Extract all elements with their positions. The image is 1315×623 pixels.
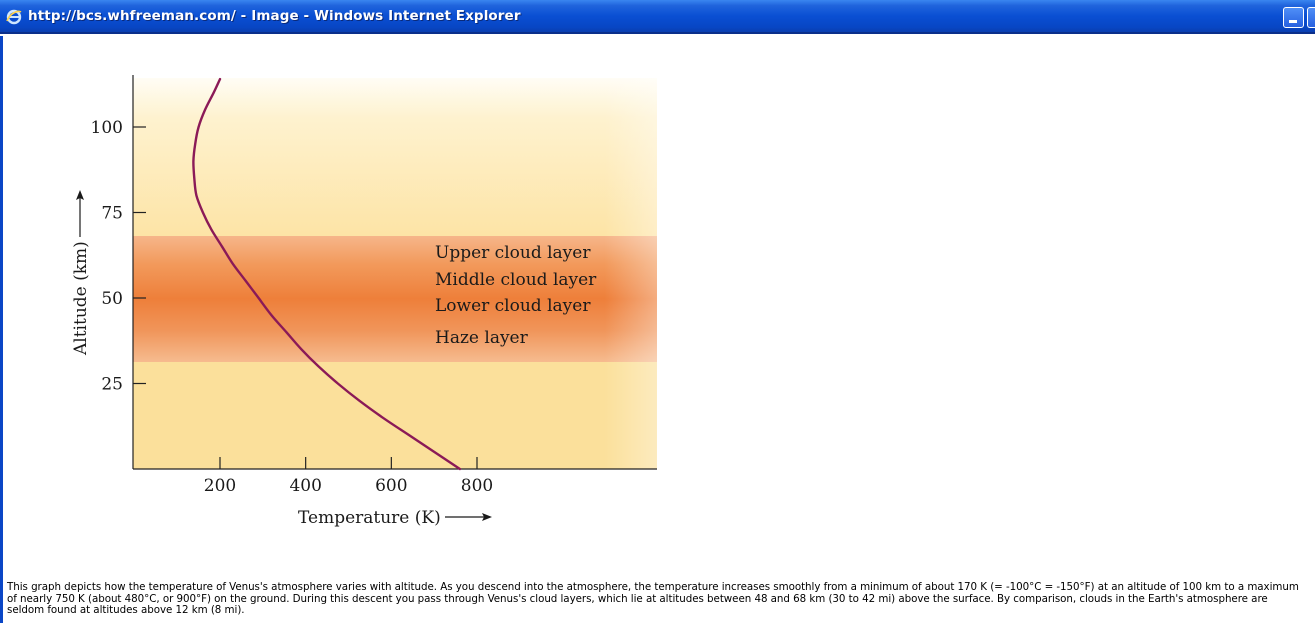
maximize-button[interactable] (1307, 7, 1315, 28)
image-caption: This graph depicts how the temperature o… (7, 581, 1299, 617)
x-tick-label: 800 (461, 476, 493, 496)
y-tick-label: 75 (101, 204, 123, 224)
layer-label-haze: Haze layer (435, 328, 529, 348)
x-ticks: 200 400 600 800 (204, 457, 493, 496)
x-axis-label: Temperature (K) (298, 508, 441, 528)
ie-icon (6, 9, 22, 25)
y-axis-label: Altitude (km) (71, 241, 91, 356)
y-axis-arrow (76, 190, 84, 237)
x-axis-arrow (445, 513, 492, 521)
x-tick-label: 200 (204, 476, 236, 496)
y-tick-label: 50 (101, 289, 123, 309)
layer-label-lower: Lower cloud layer (435, 296, 591, 316)
layer-label-upper: Upper cloud layer (435, 243, 591, 263)
y-axis-label-group: Altitude (km) (71, 190, 91, 356)
title-bar: http://bcs.whfreeman.com/ - Image - Wind… (0, 0, 1315, 34)
window-title: http://bcs.whfreeman.com/ - Image - Wind… (28, 8, 521, 24)
y-tick-label: 100 (91, 118, 123, 138)
x-tick-label: 400 (289, 476, 321, 496)
x-axis-label-group: Temperature (K) (298, 508, 492, 528)
y-ticks: 25 50 75 100 (91, 118, 146, 395)
temperature-curve (192, 77, 462, 471)
layer-labels: Upper cloud layer Middle cloud layer Low… (435, 243, 597, 348)
layer-label-middle: Middle cloud layer (435, 270, 597, 290)
plot-background (133, 78, 657, 469)
x-tick-label: 600 (375, 476, 407, 496)
y-tick-label: 25 (101, 375, 123, 395)
minimize-button[interactable] (1283, 7, 1304, 28)
